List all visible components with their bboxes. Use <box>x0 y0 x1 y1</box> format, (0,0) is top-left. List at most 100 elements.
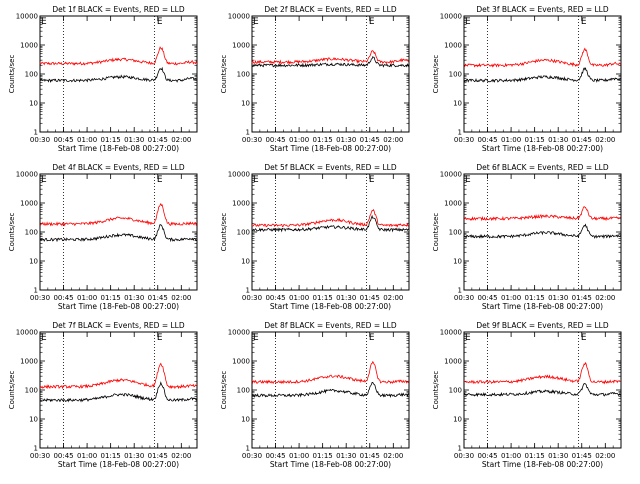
x-tick-label: 02:00 <box>595 294 615 302</box>
x-tick-label: 01:45 <box>360 452 380 460</box>
y-tick-label: 10 <box>241 100 250 108</box>
series-line-lld <box>39 46 198 66</box>
y-tick-label: 100 <box>449 229 462 237</box>
event-marker-label: E <box>253 17 259 27</box>
y-tick-label: 100 <box>237 229 250 237</box>
x-tick-label: 01:45 <box>572 136 592 144</box>
x-tick-label: 01:30 <box>548 294 568 302</box>
x-tick-label: 01:00 <box>289 294 309 302</box>
series-line-lld <box>463 361 621 385</box>
x-tick-label: 00:45 <box>53 136 73 144</box>
y-tick-label: 10 <box>29 100 38 108</box>
series-line-events <box>251 381 409 399</box>
chart-panel-1: Det 1f BLACK = Events, RED = LLD 1 10 100 10… <box>8 5 198 153</box>
series-line-lld <box>463 47 622 68</box>
chart-panel-9: Det 9f BLACK = Events, RED = LLD 1 10 100 10… <box>432 321 622 469</box>
x-tick-label: 01:30 <box>336 136 356 144</box>
event-marker-label: E <box>253 333 259 343</box>
x-tick-label: 01:15 <box>101 294 121 302</box>
y-tick-label: 1 <box>458 129 462 137</box>
x-tick-label: 01:15 <box>101 136 121 144</box>
event-marker-label: E <box>253 175 259 185</box>
series-line-lld <box>463 206 621 222</box>
x-axis-label: Start Time (18-Feb-08 00:27:00) <box>482 302 603 311</box>
y-tick-label: 10000 <box>16 329 38 337</box>
series-line-events <box>463 383 622 398</box>
y-tick-label: 100 <box>449 387 462 395</box>
y-tick-label: 100 <box>25 229 38 237</box>
event-marker-label: E <box>581 17 587 27</box>
x-axis-label: Start Time (18-Feb-08 00:27:00) <box>270 460 391 469</box>
y-tick-label: 1 <box>246 129 250 137</box>
event-marker-label: E <box>157 333 163 343</box>
x-tick-label: 01:15 <box>525 136 545 144</box>
chart-title: Det 4f BLACK = Events, RED = LLD <box>52 163 185 172</box>
y-axis-label: Counts/sec <box>220 371 228 410</box>
x-tick-label: 01:30 <box>336 452 356 460</box>
x-tick-label: 01:45 <box>360 294 380 302</box>
x-tick-label: 00:45 <box>477 452 497 460</box>
x-tick-label: 01:30 <box>124 294 144 302</box>
x-tick-label: 01:15 <box>313 294 333 302</box>
chart-panel-5: Det 5f BLACK = Events, RED = LLD 1 10 100 10… <box>220 163 410 311</box>
chart-title: Det 8f BLACK = Events, RED = LLD <box>264 321 397 330</box>
y-tick-label: 10000 <box>16 13 38 21</box>
series-line-lld <box>251 50 410 65</box>
series-line-lld <box>251 360 410 385</box>
y-tick-label: 1000 <box>232 358 250 366</box>
x-tick-label: 01:45 <box>148 452 168 460</box>
y-tick-label: 1000 <box>20 200 38 208</box>
y-tick-label: 10000 <box>228 13 250 21</box>
y-tick-label: 1 <box>458 287 462 295</box>
y-tick-label: 1000 <box>444 200 462 208</box>
chart-title: Det 9f BLACK = Events, RED = LLD <box>476 321 609 330</box>
y-axis-label: Counts/sec <box>8 55 16 94</box>
x-tick-label: 01:30 <box>548 452 568 460</box>
x-tick-label: 01:45 <box>360 136 380 144</box>
x-tick-label: 01:00 <box>501 452 521 460</box>
x-tick-label: 01:00 <box>289 452 309 460</box>
x-tick-label: 01:00 <box>289 136 309 144</box>
event-marker-label: E <box>157 17 163 27</box>
series-line-events <box>251 214 410 233</box>
x-axis-label: Start Time (18-Feb-08 00:27:00) <box>482 460 603 469</box>
x-axis-label: Start Time (18-Feb-08 00:27:00) <box>58 460 179 469</box>
x-tick-label: 00:30 <box>30 294 50 302</box>
x-tick-label: 00:45 <box>265 452 285 460</box>
y-tick-label: 10000 <box>228 171 250 179</box>
chart-panel-8: Det 8f BLACK = Events, RED = LLD 1 10 100 10… <box>220 321 410 469</box>
series-line-events <box>39 223 198 243</box>
event-marker-label: E <box>465 333 471 343</box>
y-axis-label: Counts/sec <box>432 371 440 410</box>
x-axis-label: Start Time (18-Feb-08 00:27:00) <box>58 144 179 153</box>
x-tick-label: 02:00 <box>171 294 191 302</box>
y-tick-label: 10 <box>241 416 250 424</box>
x-tick-label: 01:45 <box>148 136 168 144</box>
event-marker-label: E <box>41 175 47 185</box>
x-tick-label: 01:30 <box>124 452 144 460</box>
x-tick-label: 01:30 <box>548 136 568 144</box>
y-axis-label: Counts/sec <box>8 371 16 410</box>
series-line-lld <box>39 202 198 227</box>
x-tick-label: 01:30 <box>336 294 356 302</box>
y-tick-label: 1 <box>34 287 38 295</box>
y-axis-label: Counts/sec <box>432 55 440 94</box>
x-tick-label: 01:30 <box>124 136 144 144</box>
y-tick-label: 10 <box>453 100 462 108</box>
y-tick-label: 100 <box>25 71 38 79</box>
y-tick-label: 10 <box>29 416 38 424</box>
x-tick-label: 01:00 <box>77 136 97 144</box>
x-tick-label: 01:00 <box>77 294 97 302</box>
y-tick-label: 10 <box>29 258 38 266</box>
chart-panel-4: Det 4f BLACK = Events, RED = LLD 1 10 100 10… <box>8 163 198 311</box>
y-tick-label: 1 <box>458 445 462 453</box>
series-line-events <box>463 67 622 83</box>
event-marker-label: E <box>581 333 587 343</box>
series-line-lld <box>251 208 409 228</box>
x-tick-label: 01:15 <box>313 452 333 460</box>
series-line-events <box>252 56 410 68</box>
y-axis-label: Counts/sec <box>220 55 228 94</box>
x-tick-label: 00:45 <box>53 294 73 302</box>
